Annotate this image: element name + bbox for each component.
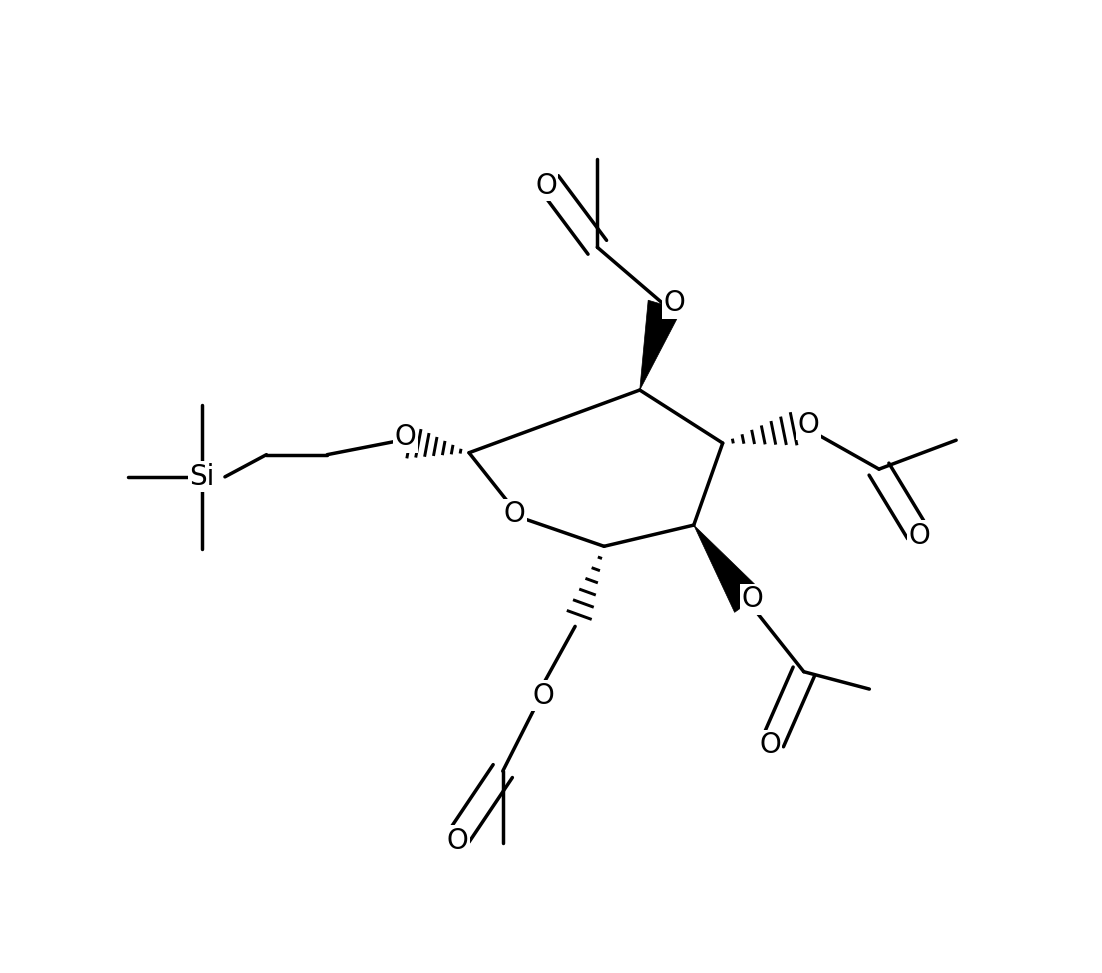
Text: O: O [504,500,526,528]
Text: O: O [395,423,417,451]
Text: O: O [759,731,781,759]
Polygon shape [640,301,681,390]
Text: O: O [446,826,468,854]
Text: O: O [909,522,930,550]
Text: O: O [663,289,685,317]
Text: O: O [798,411,820,439]
Text: O: O [536,171,557,199]
Text: O: O [532,682,554,710]
Polygon shape [694,525,763,612]
Text: O: O [742,586,764,613]
Text: Si: Si [190,463,215,490]
